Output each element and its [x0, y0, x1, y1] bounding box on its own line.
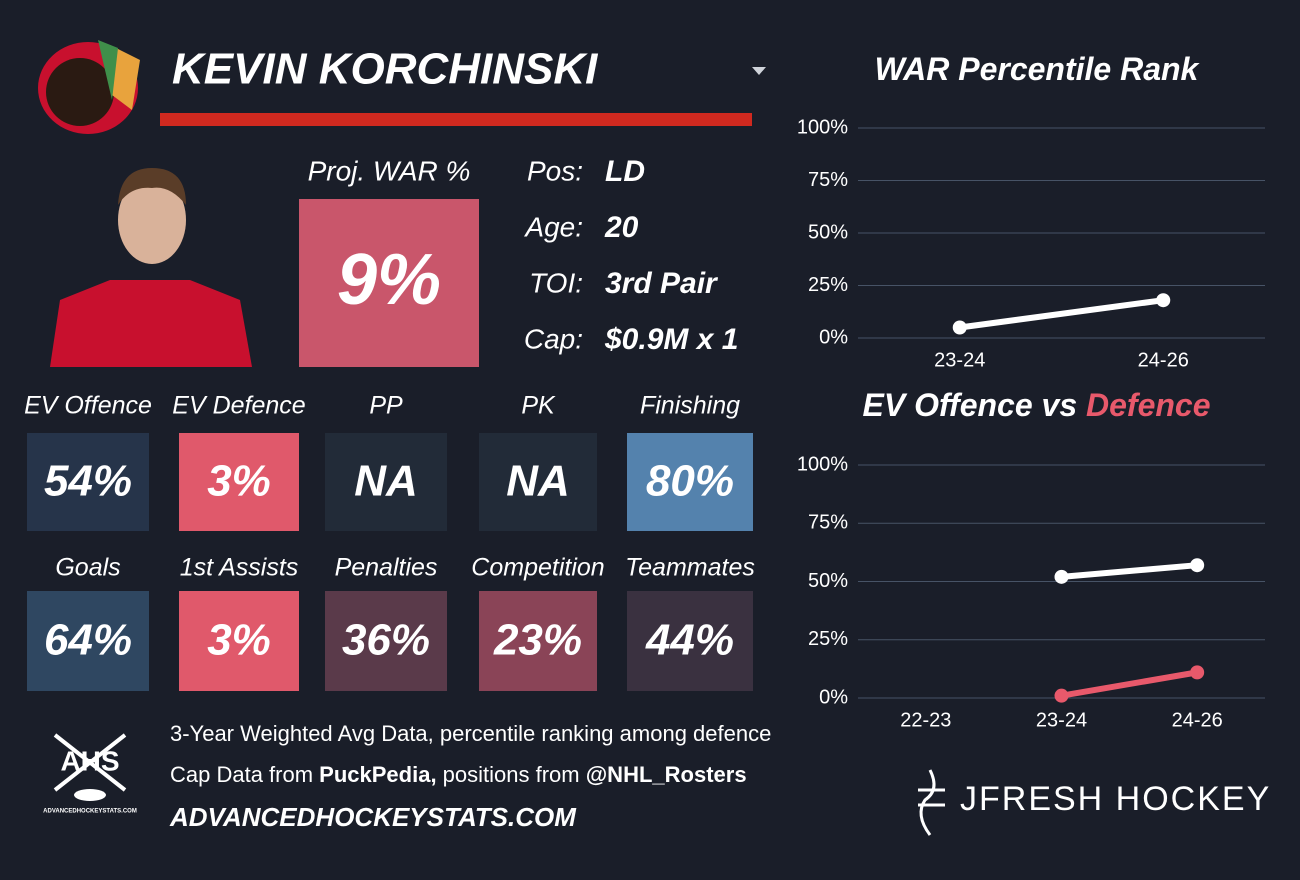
tile-value: 54% — [44, 457, 132, 506]
chart-title: WAR Percentile Rank — [875, 51, 1201, 87]
tile-label: 1st Assists — [180, 554, 299, 582]
dropdown[interactable] — [752, 67, 766, 75]
tile-label: Finishing — [640, 392, 740, 420]
tile-box — [179, 433, 299, 531]
tile-label: EV Defence — [172, 392, 305, 420]
x-tick-label: 24-26 — [1138, 349, 1189, 371]
x-tick-label: 23-24 — [934, 349, 985, 371]
chart-title-part: EV Offence vs — [862, 387, 1086, 423]
info-value: 3rd Pair — [605, 267, 719, 300]
tile-label: Competition — [471, 554, 604, 582]
y-tick-label: 100% — [797, 116, 848, 138]
series-point — [1190, 558, 1205, 573]
ahs-subtext: ADVANCEDHOCKEYSTATS.COM — [43, 809, 137, 815]
ahs-text: AHS — [60, 745, 119, 776]
tile-box — [627, 591, 753, 691]
stat-tiles: EV Offence 54% EV Defence 3% PP NA PK NA Finishi… — [24, 392, 755, 691]
y-tick-label: 25% — [808, 628, 848, 650]
tile-value: NA — [354, 457, 418, 506]
series-point — [1190, 665, 1205, 680]
tile-box — [179, 591, 299, 691]
footer-line: Cap Data from PuckPedia, positions from … — [170, 762, 747, 787]
y-tick-label: 0% — [819, 686, 848, 708]
tile-box — [479, 433, 597, 531]
tile-value: NA — [506, 457, 570, 506]
footer-text: Cap Data from — [170, 762, 319, 787]
y-tick-label: 50% — [808, 570, 848, 592]
y-tick-label: 75% — [808, 169, 848, 191]
info-value: LD — [605, 155, 645, 188]
series-point — [1054, 569, 1069, 584]
charts: WAR Percentile Rank 0% 25% 50% 75% 100% 23-24 2… — [797, 51, 1265, 731]
info-label: Cap: — [524, 323, 583, 354]
series-line — [956, 297, 1167, 331]
x-tick-label: 22-23 — [900, 709, 951, 731]
footer-line: 3-Year Weighted Avg Data, percentile ran… — [170, 721, 771, 746]
tile-label: EV Offence — [24, 392, 152, 420]
series-line — [1058, 669, 1201, 699]
tile-box — [479, 591, 597, 691]
proj-war-value: 9% — [337, 240, 441, 320]
tile-box — [325, 433, 447, 531]
series-line — [1058, 562, 1201, 580]
footer-site: ADVANCEDHOCKEYSTATS.COM — [169, 802, 577, 832]
player-name: KEVIN KORCHINSKI — [172, 45, 598, 94]
tile-box — [627, 433, 753, 531]
player-info: Pos: LD Age: 20 TOI: 3rd Pair Cap: $0.9M x 1 — [523, 155, 738, 356]
x-tick-label: 24-26 — [1172, 709, 1223, 731]
y-tick-label: 25% — [808, 274, 848, 296]
y-tick-label: 0% — [819, 326, 848, 348]
series-point — [1156, 293, 1171, 308]
tile-value: 64% — [44, 616, 132, 665]
series-point — [952, 320, 967, 335]
footer-text: positions from — [437, 762, 586, 787]
chart-title-part: Defence — [1086, 387, 1211, 423]
brand: JFRESH HOCKEY — [960, 780, 1271, 818]
y-tick-label: 100% — [797, 453, 848, 475]
footer-source: PuckPedia, — [319, 762, 436, 787]
x-tick-label: 23-24 — [1036, 709, 1087, 731]
chart-title-part: WAR Percentile Rank — [875, 51, 1201, 87]
y-tick-label: 50% — [808, 221, 848, 243]
info-value: 20 — [604, 211, 639, 244]
tile-label: Goals — [55, 554, 120, 582]
name-underline — [160, 113, 752, 126]
info-value: $0.9M x 1 — [604, 323, 738, 356]
tile-value: 44% — [645, 616, 734, 665]
tile-label: Penalties — [335, 554, 438, 582]
tile-label: Teammates — [625, 554, 755, 582]
y-tick-label: 75% — [808, 512, 848, 534]
player-photo — [45, 165, 255, 367]
tile-box — [27, 591, 149, 691]
proj-war-label: Proj. WAR % — [308, 155, 471, 186]
info-label: Age: — [523, 211, 583, 242]
tile-value: 80% — [646, 457, 734, 506]
proj-war-box — [299, 199, 479, 367]
chart-title: EV Offence vs Defence — [862, 387, 1210, 423]
jfresh-logo — [918, 769, 945, 836]
tile-label: PK — [521, 392, 556, 420]
series-point — [1054, 688, 1069, 703]
tile-value: 3% — [207, 616, 271, 665]
tile-box — [27, 433, 149, 531]
team-logo — [38, 40, 140, 134]
footer-source: @NHL_Rosters — [586, 762, 747, 787]
tile-value: 3% — [207, 457, 271, 506]
tile-label: PP — [369, 392, 403, 420]
tile-value: 36% — [342, 616, 430, 665]
ahs-logo: AHS ADVANCEDHOCKEYSTATS.COM — [43, 733, 137, 815]
info-label: TOI: — [529, 267, 583, 298]
info-label: Pos: — [527, 155, 583, 186]
tile-box — [325, 591, 447, 691]
tile-value: 23% — [493, 616, 582, 665]
